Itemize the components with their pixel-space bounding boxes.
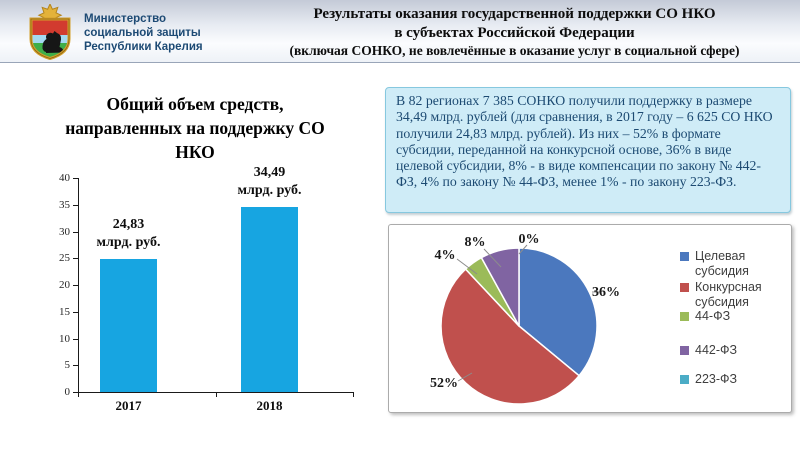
bar-2018: [241, 207, 298, 392]
y-axis-line: [78, 178, 79, 393]
pie-percent-label-8: 8%: [465, 235, 486, 250]
ministry-name-line3: Республики Карелия: [84, 41, 203, 53]
pie-chart: 36% 52% 4% 8% 0%: [430, 232, 620, 405]
x-axis-tick-mark: [353, 392, 354, 397]
legend-label: 442-ФЗ: [695, 343, 738, 357]
bar-chart-title-line3: НКО: [175, 142, 215, 162]
bar-chart-title-line2: направленных на поддержку СО: [65, 118, 325, 138]
legend-swatch: [680, 252, 689, 261]
ministry-name-line1: Министерство: [84, 13, 167, 25]
y-axis-tick-label: 10: [59, 332, 70, 345]
pie-slices: [440, 247, 598, 405]
y-axis-tick-mark: [73, 311, 78, 313]
y-axis-tick-label: 25: [59, 252, 70, 265]
legend-swatch: [680, 312, 689, 321]
category-label-2018: 2018: [256, 398, 283, 413]
pie-percent-label-4: 4%: [435, 248, 456, 263]
info-text-box: В 82 регионах 7 385 СОНКО получили подде…: [385, 87, 791, 213]
pie-slice-Целевая субсидия: [518, 247, 598, 377]
category-label-2017: 2017: [115, 398, 142, 413]
legend-item-Конкурсная субсидия: Конкурсная субсидия: [680, 280, 779, 310]
y-axis-tick-mark: [73, 392, 78, 393]
pie-percent-label-36: 36%: [592, 285, 620, 300]
pie-chart-panel: 36% 52% 4% 8% 0% Целевая субсидия Конкурс…: [388, 224, 792, 413]
legend-label: 44-ФЗ: [695, 309, 731, 323]
legend-item-223-ФЗ: 223-ФЗ: [680, 372, 779, 387]
pie-percent-label-52: 52%: [430, 376, 458, 391]
header-band: Министерство социальной защиты Республик…: [0, 0, 800, 63]
karelia-coat-of-arms-icon: [29, 4, 71, 60]
legend-label: Конкурсная субсидия: [695, 280, 762, 309]
y-axis-tick-label: 5: [64, 359, 71, 372]
y-axis-tick-mark: [73, 178, 78, 179]
bar-2017: [100, 259, 157, 392]
bar-chart-title-line1: Общий объем средств,: [106, 94, 284, 114]
legend-swatch: [680, 346, 689, 355]
slide-title-line1: Результаты оказания государственной подд…: [313, 6, 716, 22]
y-axis-tick-label: 40: [59, 172, 70, 184]
y-axis-tick-label: 20: [59, 279, 70, 291]
legend-item-442-ФЗ: 442-ФЗ: [680, 343, 779, 358]
y-axis-tick-label: 35: [59, 198, 70, 211]
y-axis-tick-label: 15: [59, 305, 70, 318]
slide-title: Результаты оказания государственной подд…: [235, 5, 794, 60]
y-axis-tick-mark: [73, 258, 78, 260]
pie-leader-lines: [456, 244, 601, 382]
x-axis-tick-mark: [78, 392, 79, 397]
y-axis-tick-mark: [73, 285, 78, 286]
pie-percent-label-0: 0%: [519, 232, 540, 247]
slide-title-line3: (включая СОНКО, не вовлечённые в оказани…: [289, 43, 740, 58]
bar-value-label: 24,83 млрд. руб.: [96, 217, 161, 251]
legend-swatch: [680, 375, 689, 384]
legend-item-Целевая субсидия: Целевая субсидия: [680, 249, 779, 279]
pie-legend: Целевая субсидия Конкурсная субсидия 44-ФЗ…: [389, 225, 791, 412]
legend-label: Целевая субсидия: [695, 249, 749, 278]
bar-chart: Общий объем средств, направленных на под…: [30, 88, 360, 428]
y-axis-tick-mark: [73, 338, 78, 340]
legend-label: 223-ФЗ: [695, 372, 738, 386]
bar-value-label: 34,49 млрд. руб.: [237, 165, 302, 199]
bar-chart-title: Общий объем средств, направленных на под…: [30, 92, 360, 164]
y-axis-tick-label: 30: [59, 225, 70, 238]
y-axis-tick-label: 0: [64, 386, 71, 398]
x-axis-tick-mark: [215, 392, 217, 397]
slide-title-line2: в субъектах Российской Федерации: [394, 24, 635, 41]
y-axis-tick-mark: [73, 231, 78, 233]
legend-swatch: [680, 283, 689, 292]
pie-slice-442-ФЗ: [480, 247, 520, 327]
y-axis-tick-mark: [73, 204, 78, 206]
ministry-name-line2: социальной защиты: [84, 27, 201, 39]
info-text: В 82 регионах 7 385 СОНКО получили подде…: [396, 93, 773, 190]
y-axis-tick-mark: [73, 365, 78, 367]
legend-item-44-ФЗ: 44-ФЗ: [680, 309, 779, 324]
pie-slice-Конкурсная субсидия: [440, 268, 580, 405]
ministry-name: Министерство социальной защиты Республик…: [84, 12, 203, 54]
